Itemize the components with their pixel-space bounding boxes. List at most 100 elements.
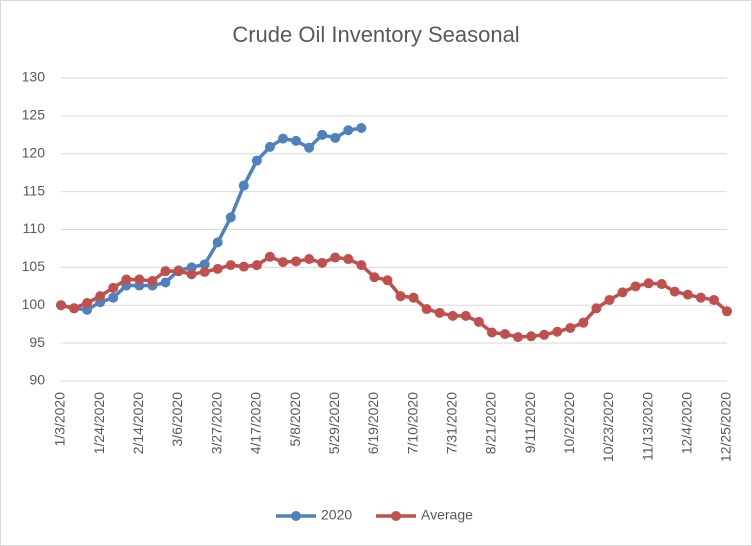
y-tick-label: 120 <box>22 144 46 160</box>
series-marker <box>56 300 66 311</box>
series-marker <box>395 291 406 302</box>
series-marker <box>121 274 132 285</box>
series-marker <box>617 287 628 298</box>
y-tick-label: 130 <box>22 69 46 85</box>
y-tick-label: 110 <box>23 220 46 236</box>
series-marker <box>356 260 367 271</box>
series-marker <box>682 289 693 300</box>
series-marker <box>238 180 249 191</box>
series-marker <box>513 332 524 343</box>
series-marker <box>473 316 484 327</box>
series-marker <box>160 277 171 288</box>
y-tick-label: 95 <box>29 334 45 350</box>
x-tick-label: 10/2/2020 <box>561 392 577 454</box>
series-marker <box>343 125 354 136</box>
series-marker <box>251 155 262 166</box>
series-marker <box>251 260 262 271</box>
y-tick-label: 90 <box>29 372 45 388</box>
series-marker <box>108 282 119 293</box>
series-marker <box>447 310 458 321</box>
y-tick-label: 115 <box>23 182 46 198</box>
series-marker <box>578 317 589 328</box>
series-marker <box>278 257 288 268</box>
x-tick-label: 2/14/2020 <box>130 392 146 454</box>
y-tick-label: 105 <box>22 258 46 274</box>
series-marker <box>539 329 550 340</box>
series-marker <box>656 279 667 290</box>
series-marker <box>225 212 236 223</box>
x-tick-label: 4/17/2020 <box>248 392 264 454</box>
series-marker <box>304 142 315 153</box>
series-marker <box>173 266 184 277</box>
x-tick-label: 8/21/2020 <box>483 392 499 454</box>
x-tick-label: 7/31/2020 <box>443 392 459 454</box>
series-marker <box>238 261 249 272</box>
series-marker <box>160 266 171 277</box>
chart-title: Crude Oil Inventory Seasonal <box>232 22 519 47</box>
series-marker <box>382 275 393 286</box>
series-marker <box>147 276 158 287</box>
series-marker <box>264 251 275 262</box>
legend-label: 2020 <box>321 507 352 523</box>
series-marker <box>486 327 497 338</box>
series-marker <box>304 254 315 265</box>
series-marker <box>186 269 197 280</box>
series-marker <box>278 133 288 144</box>
series-marker <box>134 274 145 285</box>
series-marker <box>604 294 615 305</box>
series-marker <box>317 257 328 268</box>
series-marker <box>695 292 706 303</box>
series-marker <box>212 263 223 274</box>
series-marker <box>669 286 680 297</box>
series-marker <box>330 132 341 143</box>
legend-marker <box>391 511 401 521</box>
series-marker <box>552 326 563 337</box>
series-marker <box>643 278 654 289</box>
series-marker <box>108 292 119 303</box>
series-line <box>60 255 729 339</box>
x-tick-label: 9/11/2020 <box>522 392 538 453</box>
series-marker <box>291 256 302 267</box>
legend-marker <box>291 511 301 521</box>
x-tick-label: 1/3/2020 <box>52 392 68 447</box>
series-marker <box>291 135 302 146</box>
x-tick-label: 10/23/2020 <box>600 392 616 462</box>
x-tick-label: 1/24/2020 <box>91 392 107 454</box>
series-marker <box>212 237 223 248</box>
series-marker <box>421 304 432 315</box>
x-tick-label: 6/19/2020 <box>365 392 381 454</box>
series-marker <box>343 254 354 265</box>
x-tick-label: 5/29/2020 <box>326 392 342 454</box>
series-marker <box>69 303 80 314</box>
x-tick-label: 12/4/2020 <box>679 392 695 454</box>
x-tick-label: 5/8/2020 <box>287 392 303 447</box>
series-marker <box>356 122 367 133</box>
series-marker <box>199 259 210 270</box>
legend-label: Average <box>421 507 473 523</box>
series-marker <box>264 141 275 152</box>
x-tick-label: 11/13/2020 <box>639 392 655 461</box>
series-marker <box>199 266 210 277</box>
series-marker <box>434 307 445 318</box>
x-tick-label: 7/10/2020 <box>404 392 420 454</box>
series-marker <box>317 129 328 140</box>
x-tick-label: 3/6/2020 <box>169 392 185 447</box>
series-marker <box>722 306 732 317</box>
series-marker <box>330 252 341 263</box>
y-tick-label: 100 <box>22 296 46 312</box>
series-marker <box>408 292 419 303</box>
series-marker <box>526 331 537 342</box>
series-marker <box>460 310 471 321</box>
y-tick-label: 125 <box>22 107 46 123</box>
x-tick-label: 12/25/2020 <box>718 392 734 462</box>
series-marker <box>500 329 510 340</box>
series-marker <box>630 281 641 292</box>
series-marker <box>225 260 236 271</box>
series-marker <box>82 297 93 308</box>
series-marker <box>369 272 380 283</box>
series-marker <box>95 291 106 302</box>
series-marker <box>708 294 719 305</box>
x-tick-label: 3/27/2020 <box>208 392 224 454</box>
series-marker <box>565 322 576 333</box>
